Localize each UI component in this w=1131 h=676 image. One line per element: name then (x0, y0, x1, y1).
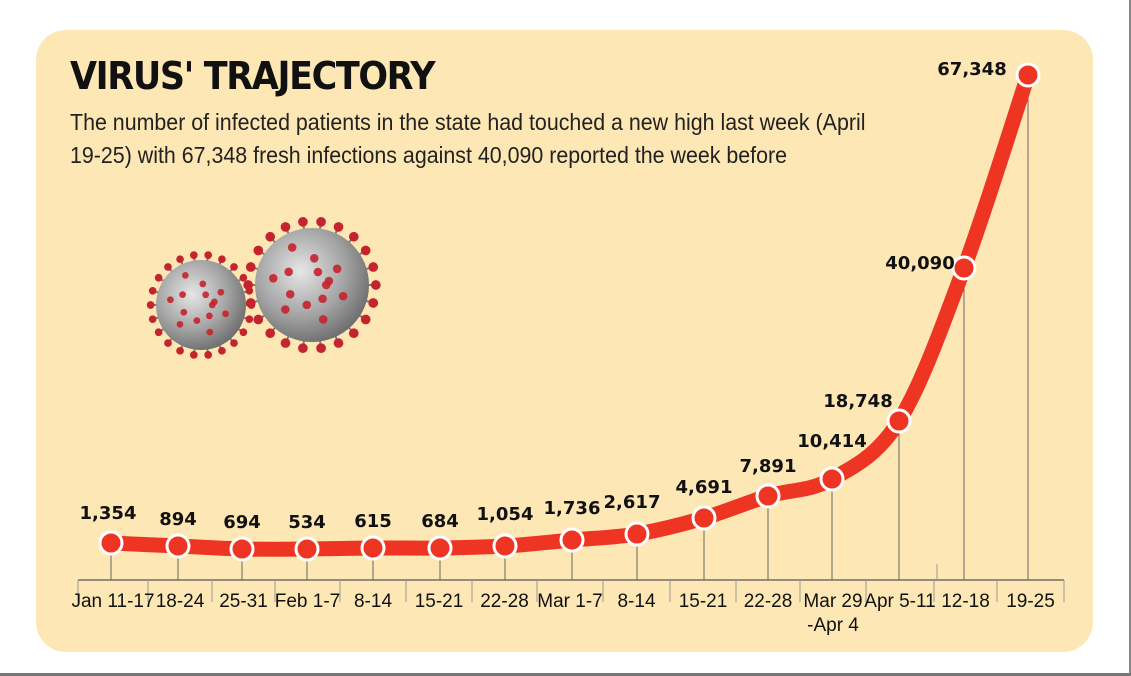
x-tick-label: Mar 29 -Apr 4 (803, 591, 862, 636)
data-label: 7,891 (740, 456, 797, 477)
x-tick-label: 15-21 (679, 591, 728, 612)
x-tick-labels: Jan 11-17 18-24 25-31 Feb 1-7 8-14 15-21 22-28… (71, 591, 1054, 636)
x-tick-label: 22-28 (744, 591, 793, 612)
data-label: 40,090 (885, 253, 954, 274)
data-point (819, 466, 845, 492)
data-point (691, 505, 717, 531)
x-tick-label: 18-24 (156, 591, 205, 612)
data-point (294, 536, 320, 562)
data-point (229, 536, 255, 562)
data-label: 1,054 (477, 504, 534, 525)
data-label: 1,736 (544, 498, 601, 519)
x-tick-label: Jan 11-17 (71, 591, 154, 612)
x-tick-label: 12-18 (941, 591, 990, 612)
x-tick-label: 22-28 (480, 591, 529, 612)
data-points (98, 62, 1041, 562)
data-label: 1,354 (80, 503, 137, 524)
x-tick-label: 19-25 (1006, 591, 1055, 612)
chart-title: VIRUS' TRAJECTORY (70, 54, 436, 98)
frame-border-right (1129, 0, 1131, 676)
frame-border-bottom (0, 673, 1131, 676)
virus-particle (243, 216, 381, 354)
data-label: 694 (223, 512, 261, 533)
data-point (951, 255, 977, 281)
virus-particle (146, 251, 256, 359)
data-point (1015, 62, 1041, 88)
data-label: 2,617 (604, 492, 661, 513)
data-point (427, 535, 453, 561)
data-point (886, 408, 912, 434)
coronavirus-icon (146, 216, 381, 359)
data-point (492, 533, 518, 559)
x-tick-label: Feb 1-7 (275, 591, 340, 612)
x-tick-label: Apr 5-11 (864, 591, 935, 612)
x-tick-label: Mar 1-7 (537, 591, 602, 612)
data-label: 684 (421, 511, 459, 532)
data-label: 534 (288, 512, 326, 533)
series-line-path (103, 67, 1036, 557)
x-tick-label: 15-21 (415, 591, 464, 612)
data-point (98, 530, 124, 556)
data-point (755, 483, 781, 509)
data-label: 67,348 (937, 59, 1006, 80)
data-point (624, 521, 650, 547)
data-label: 4,691 (676, 477, 733, 498)
x-tick-label: 25-31 (219, 591, 268, 612)
data-point (559, 527, 585, 553)
chart-subtitle: The number of infected patients in the s… (70, 109, 866, 168)
x-tick-label: 8-14 (617, 591, 655, 612)
data-point (360, 535, 386, 561)
data-labels: 1,354 894 694 534 615 684 1,054 1,736 2,617 4,691… (80, 59, 1007, 533)
data-label: 615 (354, 511, 392, 532)
data-label: 10,414 (797, 431, 866, 452)
x-tick-label: 8-14 (354, 591, 392, 612)
series-line (103, 67, 1036, 557)
data-label: 894 (159, 509, 197, 530)
data-label: 18,748 (823, 391, 892, 412)
data-point (165, 533, 191, 559)
